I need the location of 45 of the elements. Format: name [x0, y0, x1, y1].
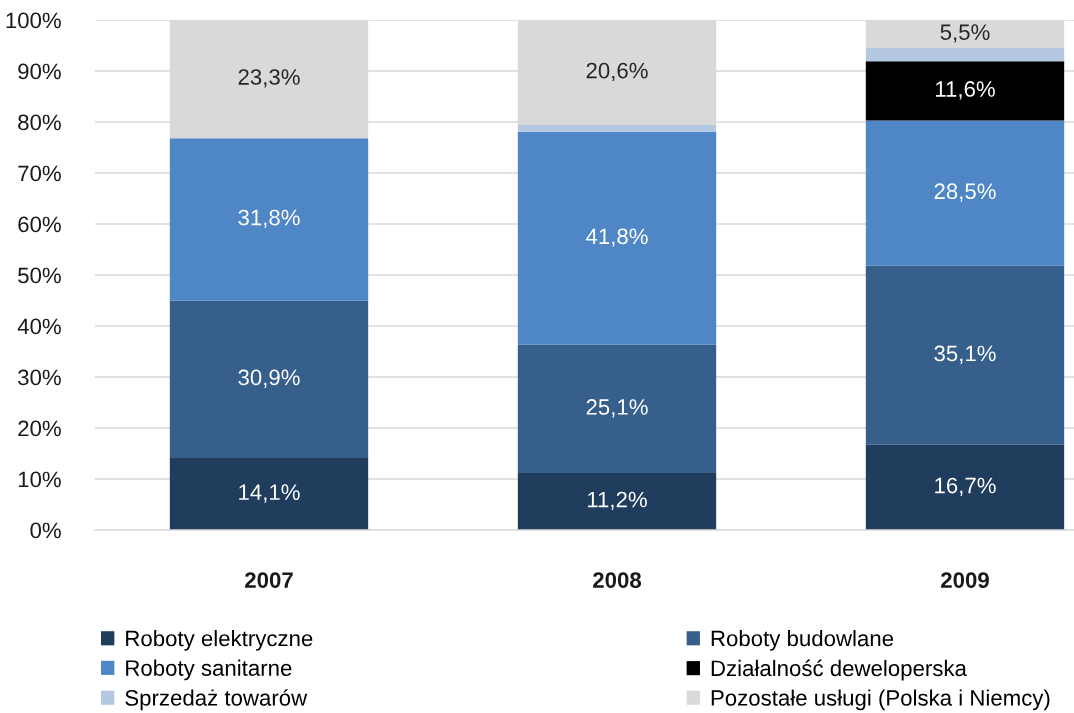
bar: [865, 120, 1065, 266]
y-tick-label: 20%: [18, 420, 61, 437]
y-tick-label: 80%: [18, 114, 61, 131]
legend-label: Działalność deweloperska: [711, 659, 967, 681]
data-label: 41,8%: [586, 228, 648, 247]
bar: [169, 138, 369, 301]
x-tick-label: 2007: [245, 572, 293, 588]
data-label: 30,9%: [238, 369, 300, 388]
y-tick-label: 40%: [17, 318, 61, 335]
bar: [517, 125, 717, 132]
data-label: 31,8%: [238, 209, 300, 228]
y-tick-label: 50%: [18, 267, 61, 284]
data-label: 11,6%: [936, 81, 995, 100]
data-label: 20,6%: [586, 62, 648, 82]
data-label: 25,1%: [586, 399, 648, 418]
y-tick-label: 30%: [18, 369, 61, 386]
bar: [865, 444, 1065, 530]
y-tick-label: 100%: [6, 12, 61, 29]
data-label: 5,5%: [940, 24, 990, 43]
data-label: 35,1%: [934, 345, 996, 364]
bar: [865, 48, 1065, 62]
data-label: 11,2%: [588, 491, 647, 511]
bar: [865, 61, 1065, 121]
x-tick-label: 2009: [941, 572, 989, 588]
y-tick-label: 0%: [30, 522, 61, 539]
bar: [517, 131, 717, 345]
bar: [865, 265, 1065, 445]
bar: [169, 300, 369, 459]
bar: [169, 458, 369, 530]
y-tick-label: 60%: [18, 216, 61, 233]
legend-label: Pozostałe usługi (Polska i Niemcy): [711, 689, 1050, 711]
data-label: 14,1%: [239, 484, 300, 503]
y-tick-label: 10%: [18, 471, 61, 488]
legend-label: Roboty sanitarne: [126, 659, 292, 681]
data-label: 16,7%: [935, 477, 996, 497]
y-tick-label: 90%: [18, 63, 61, 80]
bar: [517, 344, 717, 473]
legend-label: Sprzedaż towarów: [125, 689, 308, 711]
bar: [517, 472, 717, 530]
data-label: 28,5%: [934, 183, 996, 202]
x-tick-label: 2008: [593, 572, 642, 588]
legend-label: Roboty elektryczne: [126, 630, 313, 651]
y-tick-label: 70%: [18, 165, 61, 182]
data-label: 23,3%: [238, 69, 300, 88]
legend-label: Roboty budowlane: [711, 630, 894, 651]
